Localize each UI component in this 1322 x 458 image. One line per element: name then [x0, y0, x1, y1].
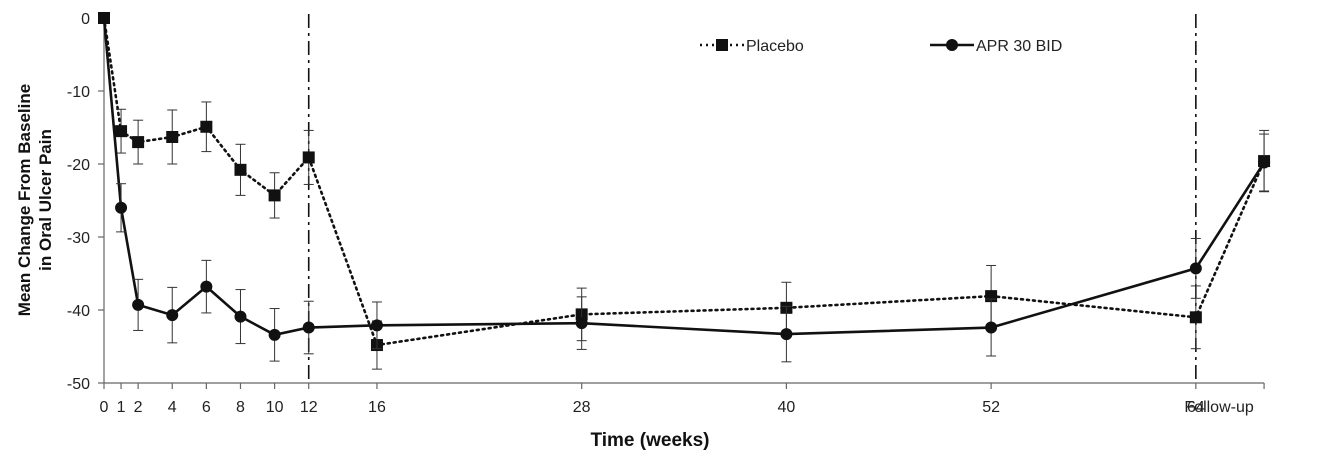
y-tick-label: -40	[67, 303, 90, 320]
reference-lines	[307, 14, 1197, 383]
x-tick-label: 52	[982, 399, 1000, 416]
x-tick-label: 1	[117, 399, 126, 416]
legend-label: APR 30 BID	[976, 38, 1062, 55]
data-point	[200, 280, 213, 293]
x-tick-label: 2	[134, 399, 143, 416]
legend: Placebo APR 30 BID	[700, 38, 1062, 55]
data-point	[1189, 311, 1202, 324]
x-tick-label: 4	[168, 399, 177, 416]
axes	[103, 18, 1265, 384]
data-point	[1258, 156, 1271, 169]
data-point	[985, 321, 998, 334]
y-axis-title-line2: in Oral Ulcer Pain	[36, 129, 55, 271]
series-placebo	[98, 12, 1271, 370]
y-tick-label: -50	[67, 376, 90, 393]
data-point	[302, 321, 315, 334]
data-point	[370, 319, 383, 332]
x-tick-label: 64	[1187, 399, 1205, 416]
y-tick-label: -10	[67, 84, 90, 101]
data-point	[132, 136, 145, 149]
y-tick-label: -20	[67, 157, 90, 174]
x-tick-label: 8	[236, 399, 245, 416]
data-point	[98, 12, 110, 24]
y-tick-label: -30	[67, 230, 90, 247]
data-point	[166, 130, 179, 143]
legend-marker	[946, 39, 958, 51]
data-point	[268, 189, 281, 202]
y-axis-ticks: 0 -10 -20 -30 -40 -50	[67, 11, 104, 393]
legend-marker	[716, 39, 728, 51]
y-tick-label: 0	[81, 11, 90, 28]
x-tick-label: 12	[300, 399, 318, 416]
series-group	[98, 12, 1271, 370]
series-line-apr-30-bid	[102, 16, 1266, 337]
series-line-placebo	[102, 16, 1266, 347]
data-point	[268, 328, 281, 341]
legend-item-apr-30-bid: APR 30 BID	[930, 38, 1062, 55]
x-tick-label: 28	[573, 399, 591, 416]
data-point	[200, 120, 213, 133]
x-axis-title: Time (weeks)	[591, 430, 710, 451]
data-point	[115, 201, 128, 214]
x-tick-label: Follow-up	[1184, 399, 1253, 416]
x-tick-label: 6	[202, 399, 211, 416]
x-tick-label: 0	[100, 399, 109, 416]
data-point	[166, 309, 179, 322]
data-point	[234, 163, 247, 176]
y-axis-title-line1: Mean Change From Baseline	[15, 84, 34, 316]
y-axis-title: Mean Change From Baseline in Oral Ulcer …	[15, 84, 55, 316]
x-tick-label: 40	[778, 399, 796, 416]
data-point	[234, 310, 247, 323]
series-apr-30-bid	[98, 12, 1271, 363]
data-point	[115, 125, 128, 138]
legend-item-placebo: Placebo	[700, 38, 804, 55]
data-point	[780, 328, 793, 341]
x-tick-label: 16	[368, 399, 386, 416]
data-point	[575, 317, 588, 330]
data-point	[132, 298, 145, 311]
legend-label: Placebo	[746, 38, 804, 55]
data-point	[1189, 262, 1202, 275]
data-point	[302, 151, 315, 164]
x-tick-label: 10	[266, 399, 284, 416]
